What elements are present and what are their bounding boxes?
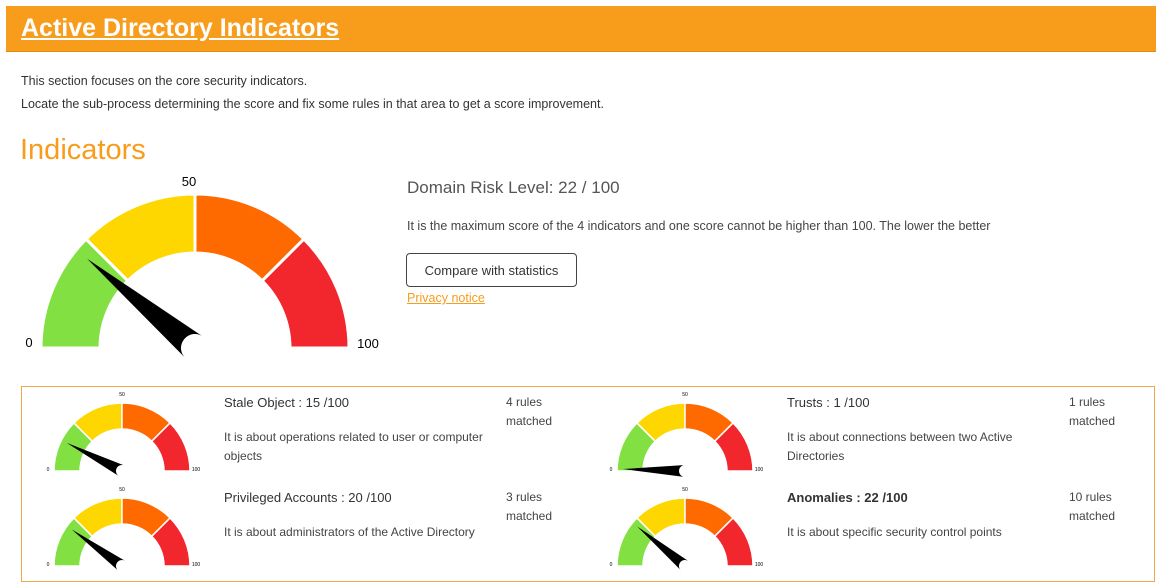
indicator-rules-matched: 4 rules matched: [506, 395, 553, 428]
gauge-needle: [623, 464, 686, 477]
intro-line-1: This section focuses on the core securit…: [21, 74, 308, 88]
gauge-max-label: 100: [192, 467, 201, 473]
indicator-title: Stale Object : 15 /100: [224, 395, 350, 410]
indicators-heading: Indicators: [20, 134, 146, 166]
gauge-needle: [87, 258, 204, 359]
gauge-segment-critical: [150, 516, 191, 567]
gauge-min-label: 0: [610, 467, 613, 473]
indicator-stale-object: 0 50 100 Stale Object : 15 /100 It is abou…: [22, 389, 582, 481]
indicator-description: It is about specific security control po…: [787, 525, 1002, 539]
gauge-needle: [637, 526, 689, 571]
gauge-segment-critical: [150, 421, 191, 472]
indicator-privileged-accounts: 0 50 100 Privileged Accounts : 20 /100 It …: [22, 484, 582, 576]
gauge-mid-label: 50: [119, 487, 125, 493]
indicator-title: Anomalies : 22 /100: [787, 490, 908, 505]
gauge-segment-critical: [713, 421, 754, 472]
indicator-rules-matched: 10 rules matched: [1069, 490, 1116, 523]
indicator-title: Privileged Accounts : 20 /100: [224, 490, 392, 505]
gauge-max-label: 100: [755, 562, 764, 568]
gauge-mid-label: 50: [119, 392, 125, 398]
indicator-anomalies: 0 50 100 Anomalies : 22 /100 It is about s…: [585, 484, 1145, 576]
gauge-mid-label: 50: [682, 392, 688, 398]
indicator-trusts: 0 50 100 Trusts : 1 /100 It is about conne…: [585, 389, 1145, 481]
gauge-segment-critical: [260, 236, 351, 350]
indicator-title: Trusts : 1 /100: [787, 395, 870, 410]
trusts-gauge: 0 50 100: [610, 392, 764, 477]
compare-with-statistics-button[interactable]: Compare with statistics: [406, 253, 577, 287]
intro-text: This section focuses on the core securit…: [21, 70, 604, 116]
section-title[interactable]: Active Directory Indicators: [21, 14, 340, 42]
indicator-description: It is about operations related to user o…: [224, 430, 483, 463]
indicator-rules-matched: 1 rules matched: [1069, 395, 1116, 428]
section-header: Active Directory Indicators: [6, 6, 1156, 52]
gauge-max-label: 100: [357, 336, 379, 351]
privileged-accounts-gauge: 0 50 100: [47, 487, 201, 571]
gauge-mid-label: 50: [682, 487, 688, 493]
gauge-min-label: 0: [47, 562, 50, 568]
intro-line-2: Locate the sub-process determining the s…: [21, 97, 604, 111]
domain-risk-description: It is the maximum score of the 4 indicat…: [407, 219, 991, 233]
gauge-mid-label: 50: [182, 174, 196, 189]
domain-risk-gauge: 0 50 100: [25, 174, 379, 359]
indicator-rules-matched: 3 rules matched: [506, 490, 553, 523]
domain-risk-title: Domain Risk Level: 22 / 100: [407, 178, 620, 197]
indicators-panel: 0 50 100 Stale Object : 15 /100 It is abou…: [21, 386, 1155, 582]
anomalies-gauge: 0 50 100: [610, 487, 764, 571]
gauge-max-label: 100: [755, 467, 764, 473]
indicator-description: It is about administrators of the Active…: [224, 525, 475, 539]
gauge-needle: [71, 529, 126, 571]
gauge-min-label: 0: [25, 335, 32, 350]
privacy-notice-link[interactable]: Privacy notice: [407, 291, 485, 305]
indicator-description: It is about connections between two Acti…: [787, 430, 1013, 463]
gauge-segment-critical: [713, 516, 754, 567]
gauge-min-label: 0: [47, 467, 50, 473]
gauge-min-label: 0: [610, 562, 613, 568]
stale-object-gauge: 0 50 100: [47, 392, 201, 477]
gauge-needle: [66, 442, 125, 477]
gauge-max-label: 100: [192, 562, 201, 568]
